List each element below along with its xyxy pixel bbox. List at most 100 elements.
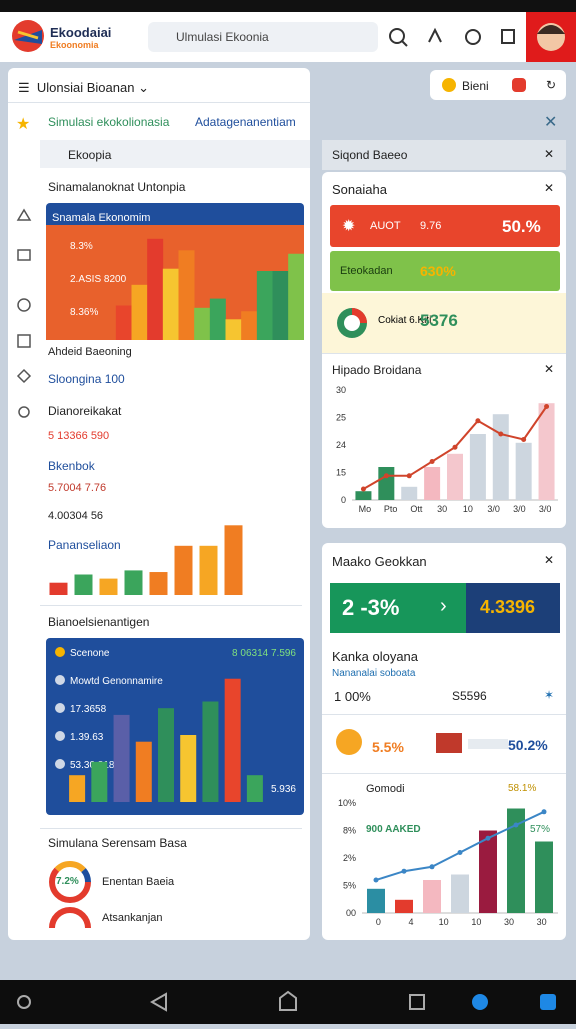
link[interactable]: Nananalai soboata [332, 668, 416, 679]
logo [12, 20, 44, 52]
arrow[interactable]: › [440, 595, 447, 617]
x-tick-label: 3/0 [487, 504, 500, 514]
divider [40, 605, 302, 606]
card-title: Sonaiaha [332, 182, 387, 197]
close[interactable]: ✕ [544, 362, 555, 376]
divider [322, 714, 566, 715]
stat: Sloongina 100 [48, 372, 125, 386]
profile[interactable] [526, 12, 576, 62]
bar [515, 442, 532, 500]
point [513, 822, 519, 828]
x-tick-label: 30 [537, 917, 547, 927]
point [383, 473, 389, 479]
value: 5.5% [372, 739, 404, 755]
bar [91, 761, 108, 802]
combo-chart: 30 25 24 15 0 Mo Pto Ott 30 10 3/0 3/0 3/0 [336, 385, 558, 514]
chart-label: 2.ASIS 8200 [70, 274, 127, 285]
footer-label: Atsankanjan [102, 912, 163, 924]
x-tick-label: 10 [463, 504, 473, 514]
point [475, 418, 481, 424]
bar [401, 486, 418, 500]
bar [199, 545, 218, 595]
bar [131, 284, 148, 340]
bar [158, 708, 174, 802]
search-text: Ekoopia [68, 148, 112, 162]
bar [451, 874, 469, 913]
bar [355, 491, 372, 500]
header-icons[interactable] [385, 22, 525, 52]
pill-icon [512, 78, 526, 92]
green-box: 2 -3% › [330, 583, 466, 633]
x-tick-label: 4 [408, 917, 413, 927]
bar [202, 701, 219, 802]
brand: Ekoodaiai [50, 25, 112, 40]
close[interactable]: ✕ [544, 553, 555, 567]
side-value: 5.936 [271, 784, 296, 795]
stat: Pananseliaon [48, 538, 121, 552]
x-tick-label: 3/0 [513, 504, 526, 514]
bar [535, 841, 553, 913]
bar [99, 578, 118, 595]
x-tick-label: Ott [410, 504, 423, 514]
row-icon [55, 731, 65, 741]
refresh[interactable]: ↻ [546, 78, 557, 92]
card-title: Snamala Ekonomim [52, 212, 150, 224]
status-bar [0, 0, 576, 12]
bar [180, 735, 197, 802]
point [406, 473, 412, 479]
red-value: 9.76 [420, 220, 442, 232]
blue-box: 4.3396 [466, 583, 560, 633]
yellow-row: Cokiat 6.Kiti 5376 [322, 293, 566, 353]
bar [147, 238, 164, 340]
y-tick-label: 2% [343, 853, 356, 863]
x-tick-label: 30 [437, 504, 447, 514]
caption: Ahdeid Baeoning [48, 346, 132, 358]
bar [69, 775, 86, 802]
bar [272, 271, 289, 340]
point [429, 459, 435, 464]
avatar [336, 729, 362, 755]
bar [241, 311, 258, 340]
search-box[interactable]: Ulmulasi Ekoonia [148, 22, 378, 52]
header: Ekoodaiai Ekoonomia Ulmulasi Ekoonia [0, 12, 576, 62]
bar [469, 434, 486, 500]
y-tick-label: 15 [336, 468, 346, 478]
green-row: Eteokadan 630% [330, 251, 560, 291]
bar [492, 414, 509, 500]
pill[interactable]: Bieni ↻ [430, 70, 566, 100]
row-label: 17.3658 [70, 704, 107, 715]
stat: 4.00304 56 [48, 510, 104, 522]
bar [149, 572, 168, 595]
point [373, 877, 379, 883]
chart-value: 58.1% [508, 783, 537, 794]
close[interactable]: ✕ [544, 114, 558, 131]
point [544, 404, 550, 409]
red-row: ✹ AUOT 9.76 50.% [330, 205, 560, 247]
donut [49, 861, 91, 929]
pill-icon [442, 78, 456, 92]
x-tick-label: Mo [359, 504, 372, 514]
side-icons[interactable] [12, 180, 36, 480]
tab[interactable]: ☰ Ulonsiai Bioanan ⌄ [18, 80, 149, 95]
yellow-value: 5376 [420, 311, 458, 330]
green-label: Eteokadan [340, 265, 393, 277]
close[interactable]: ✕ [544, 181, 555, 195]
y-tick-label: 10% [338, 798, 356, 808]
point [429, 864, 435, 870]
brand-sub: Ekoonomia [50, 40, 99, 50]
bar [74, 574, 93, 595]
row-icon [55, 675, 65, 685]
bar [178, 250, 195, 340]
x-tick-label: 10 [471, 917, 481, 927]
point [360, 486, 366, 492]
point [521, 437, 527, 442]
row-link[interactable]: Adatagenanentiam [195, 115, 296, 129]
card: Sonaiaha ✕ ✹ AUOT 9.76 50.% Eteokadan 63… [322, 172, 566, 528]
close[interactable]: ✕ [544, 147, 555, 161]
x-tick-label: Pto [384, 504, 398, 514]
search[interactable]: Ekoopia [40, 140, 310, 168]
x-tick-label: 0 [376, 917, 381, 927]
icon: ✶ [544, 688, 555, 702]
